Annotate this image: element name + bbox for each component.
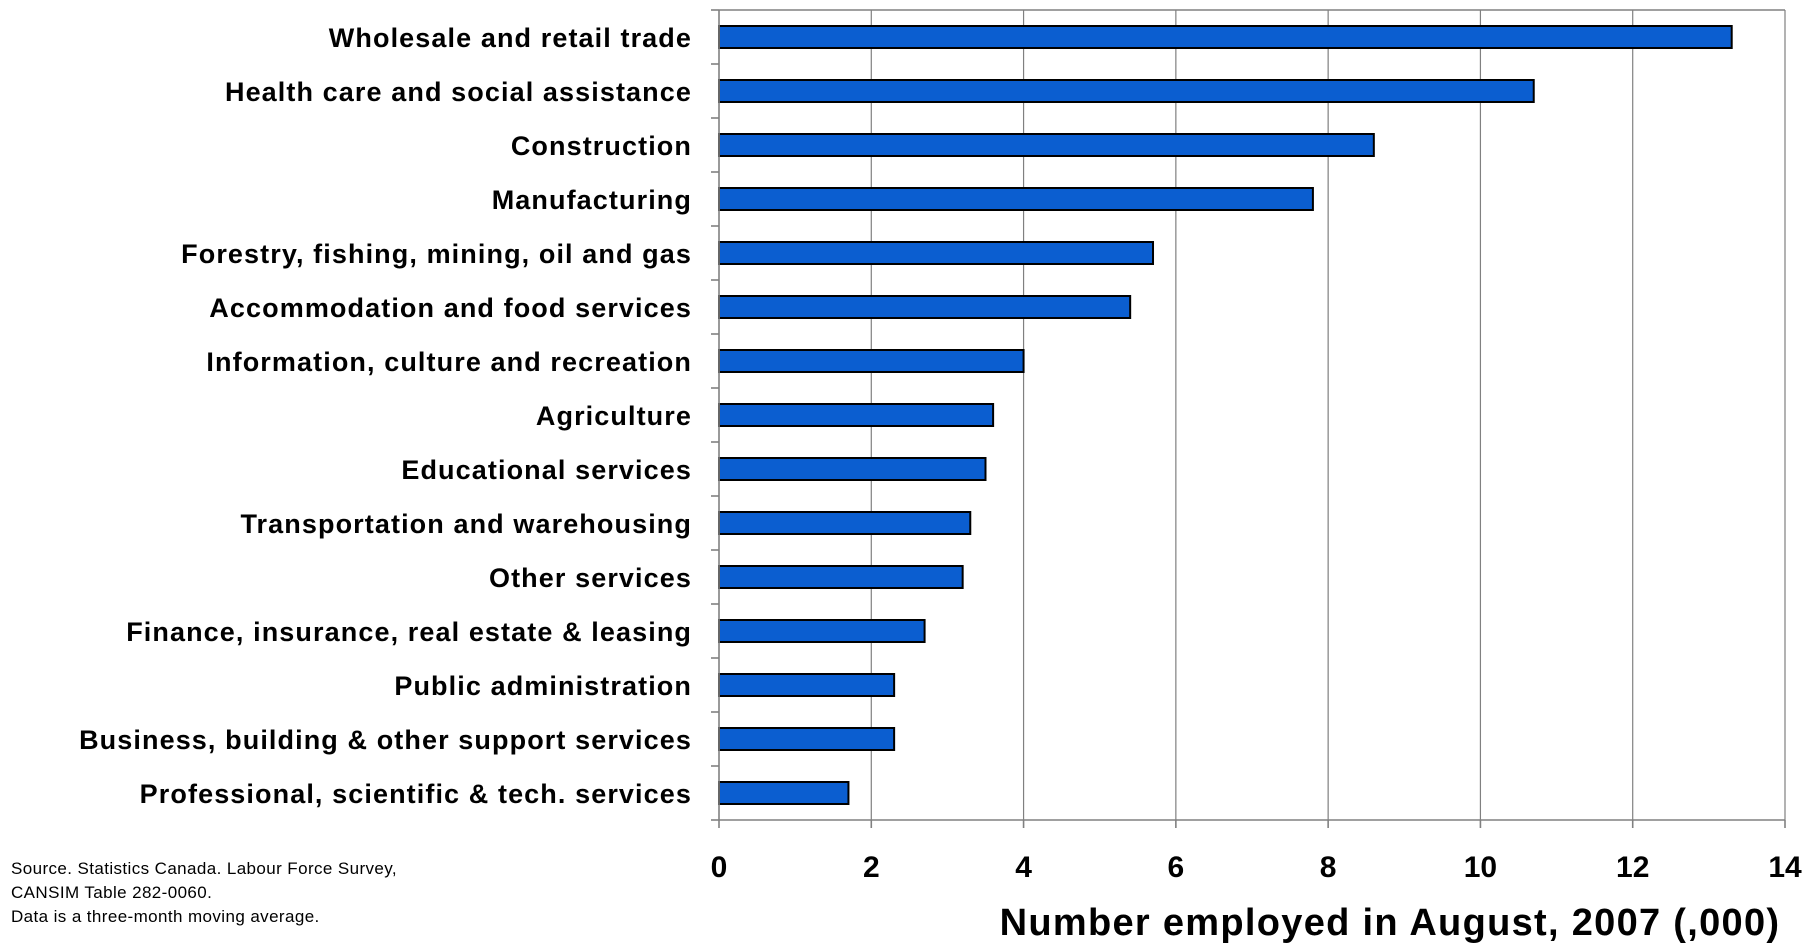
bar bbox=[718, 673, 896, 697]
category-label: Educational services bbox=[401, 455, 692, 485]
x-tick-label: 0 bbox=[711, 851, 728, 884]
x-tick-label: 14 bbox=[1768, 851, 1802, 884]
x-tick-label: 6 bbox=[1168, 851, 1185, 884]
bar bbox=[718, 457, 987, 481]
bar bbox=[718, 295, 1132, 319]
category-label: Other services bbox=[489, 563, 692, 593]
category-label: Information, culture and recreation bbox=[206, 347, 692, 377]
bar bbox=[718, 727, 896, 751]
category-label: Construction bbox=[511, 131, 692, 161]
bar bbox=[718, 79, 1535, 103]
category-label: Professional, scientific & tech. service… bbox=[140, 779, 692, 809]
source-note: Source. Statistics Canada. Labour Force … bbox=[11, 857, 397, 929]
category-label: Manufacturing bbox=[492, 185, 692, 215]
category-label: Accommodation and food services bbox=[209, 293, 692, 323]
category-label: Finance, insurance, real estate & leasin… bbox=[126, 617, 692, 647]
x-tick-label: 2 bbox=[863, 851, 880, 884]
bars-layer bbox=[718, 25, 1733, 805]
category-label: Forestry, fishing, mining, oil and gas bbox=[181, 239, 692, 269]
x-axis-title: Number employed in August, 2007 (,000) bbox=[1000, 902, 1781, 944]
source-note-line: Data is a three-month moving average. bbox=[11, 907, 320, 926]
bar bbox=[718, 349, 1025, 373]
bar bbox=[718, 511, 972, 535]
source-note-line: Source. Statistics Canada. Labour Force … bbox=[11, 859, 398, 878]
category-label: Health care and social assistance bbox=[225, 77, 692, 107]
category-label: Public administration bbox=[394, 671, 692, 701]
bar bbox=[718, 565, 964, 589]
bar bbox=[718, 25, 1733, 49]
category-label: Agriculture bbox=[536, 401, 692, 431]
labels-layer: 0 2 4 6 8 10 12 14 Wholesale and retail trade Hea… bbox=[79, 23, 1802, 884]
x-tick-label: 8 bbox=[1320, 851, 1337, 884]
x-tick-label: 4 bbox=[1015, 851, 1032, 884]
bar bbox=[718, 403, 995, 427]
bar bbox=[718, 133, 1375, 157]
category-label: Wholesale and retail trade bbox=[329, 23, 692, 53]
bar bbox=[718, 187, 1314, 211]
x-tick-label: 12 bbox=[1616, 851, 1649, 884]
bar bbox=[718, 781, 850, 805]
bar bbox=[718, 619, 926, 643]
source-note-line: CANSIM Table 282-0060. bbox=[11, 883, 213, 902]
category-label: Transportation and warehousing bbox=[240, 509, 692, 539]
category-label: Business, building & other support servi… bbox=[79, 725, 692, 755]
x-tick-label: 10 bbox=[1464, 851, 1497, 884]
bar bbox=[718, 241, 1155, 265]
grid-layer bbox=[870, 10, 1786, 820]
axis-layer bbox=[711, 9, 1786, 828]
